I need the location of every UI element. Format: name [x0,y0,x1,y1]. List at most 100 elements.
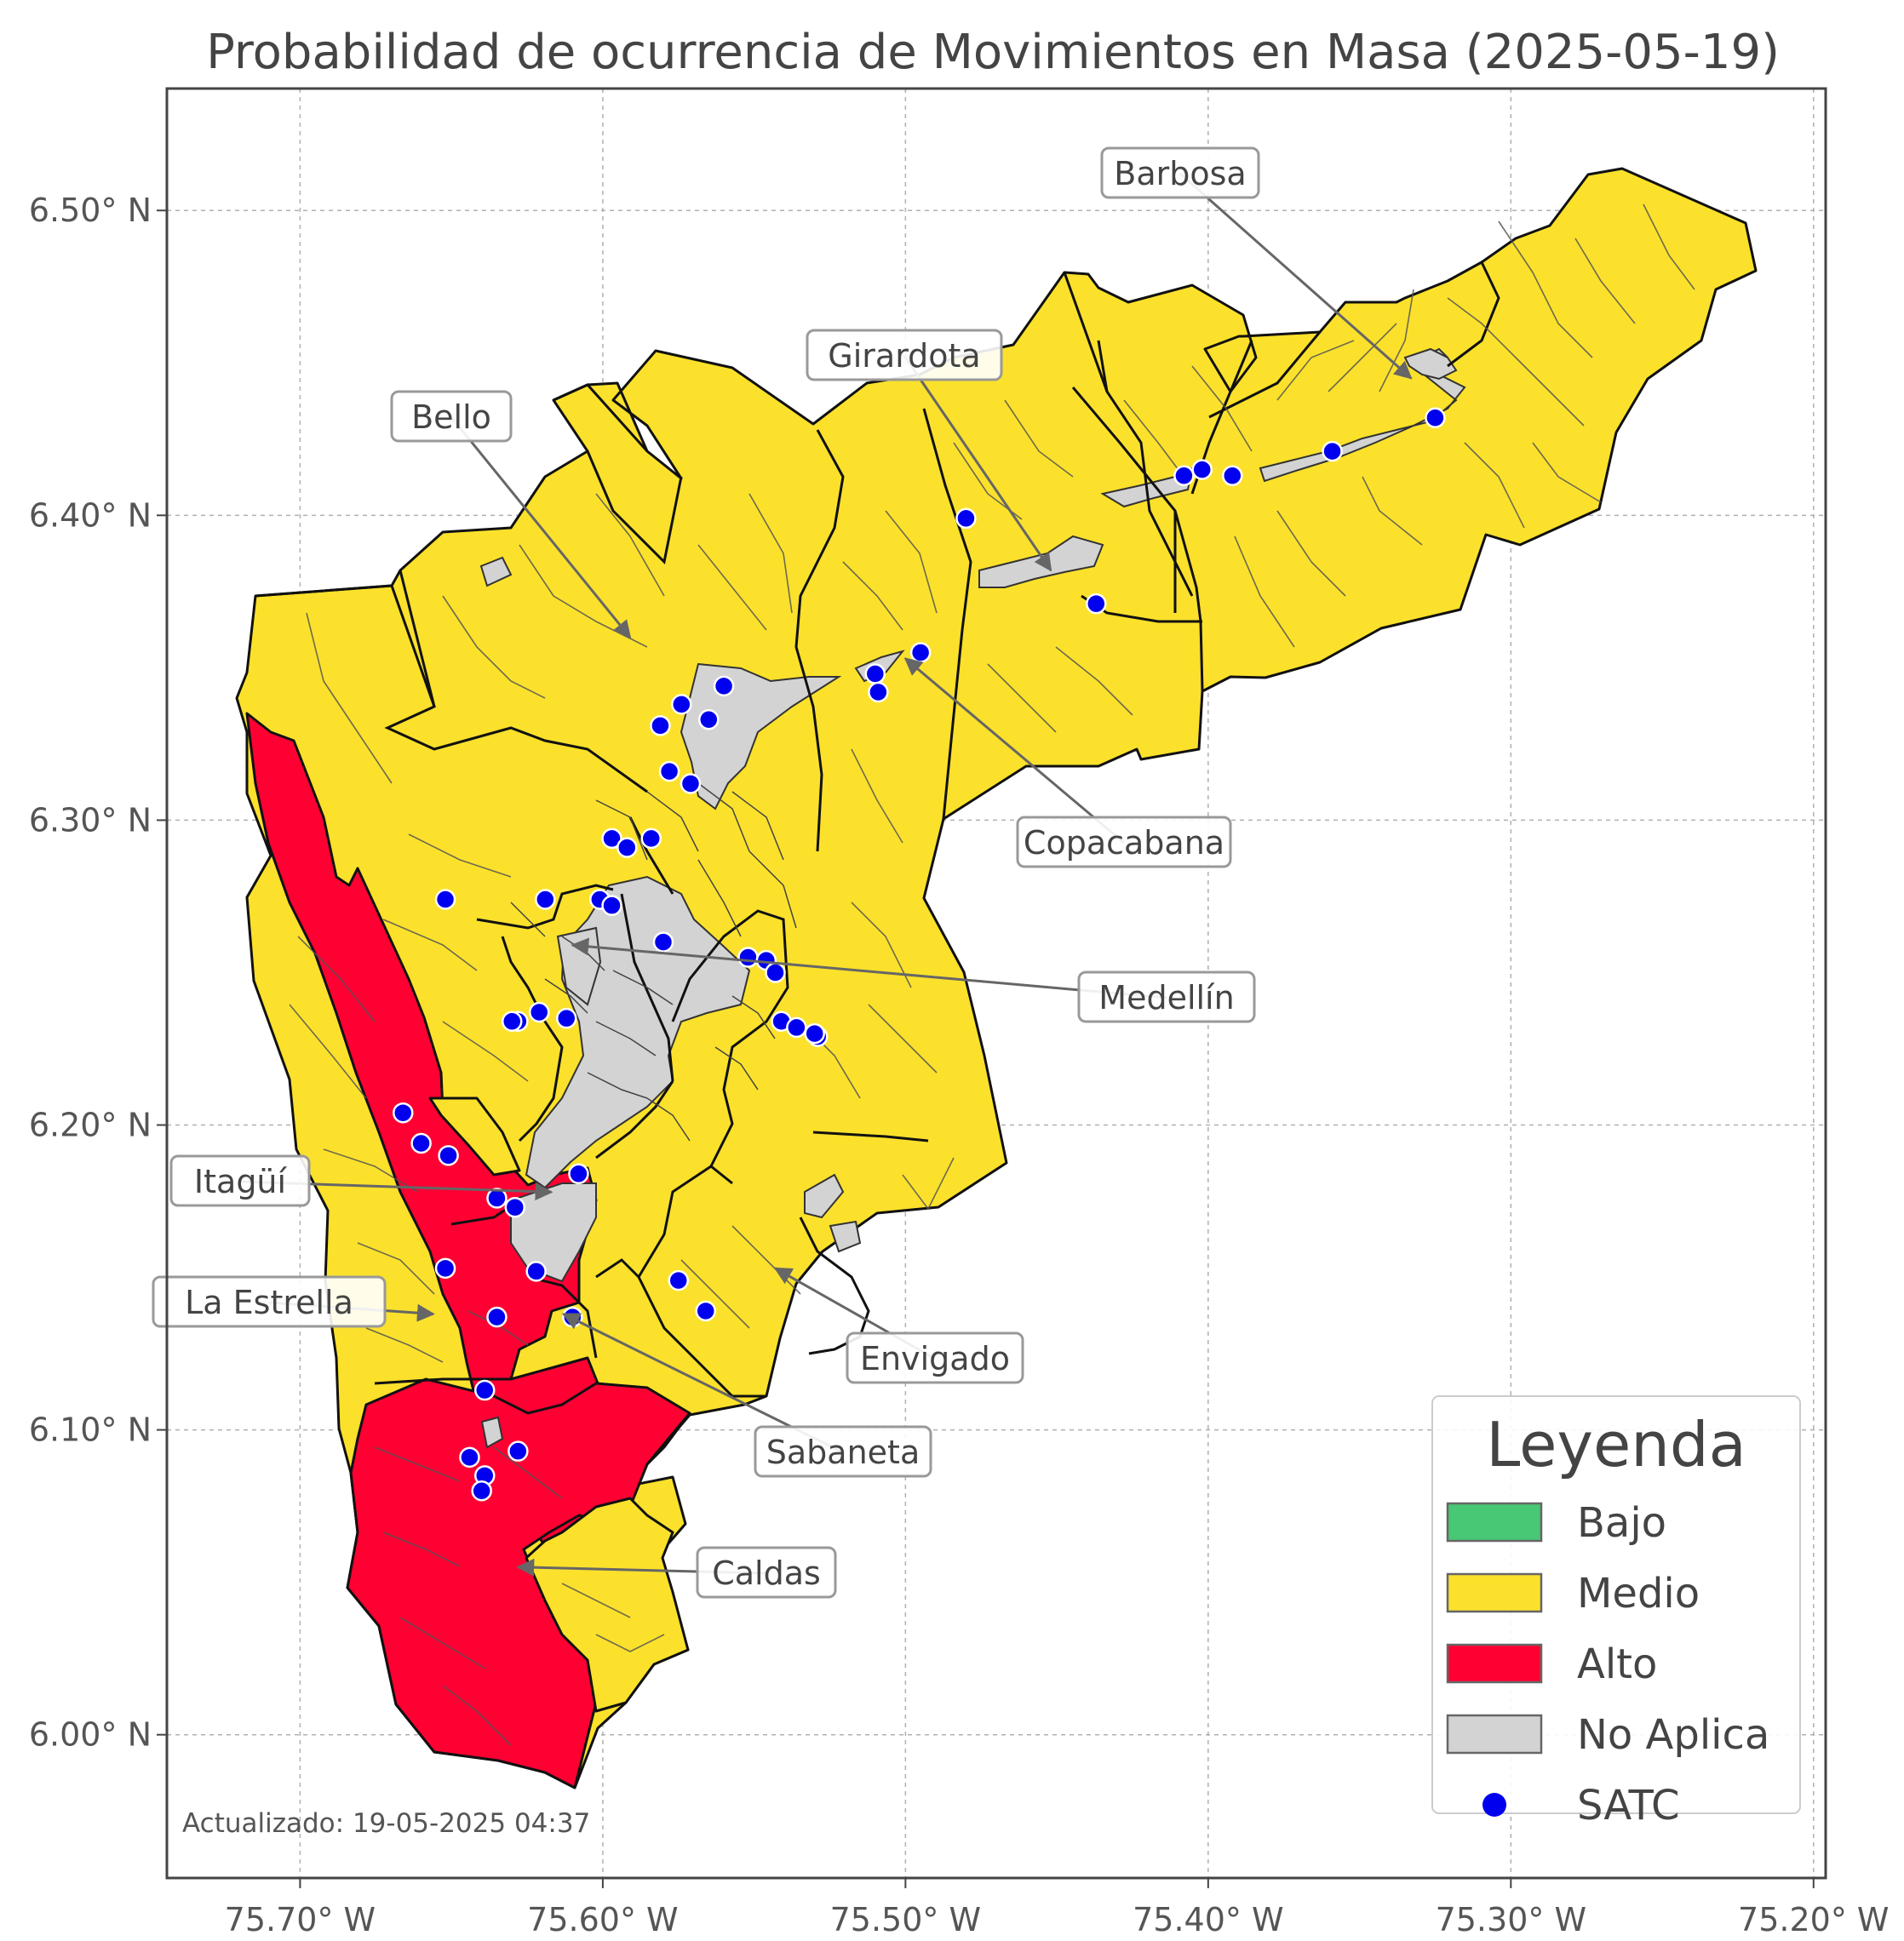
urban-envigado-pocket-2 [829,1220,862,1253]
satc-station-marker [668,1269,690,1291]
urban-envigado-pocket [804,1173,845,1219]
municipality-name: La Estrella [185,1284,353,1321]
legend-item: Alto [1446,1640,1657,1688]
satc-station-marker [459,1446,480,1469]
municipal-boundaries [255,261,1500,1398]
legend-title: Leyenda [1486,1409,1746,1480]
satc-station-marker [504,1196,526,1218]
y-tick-label: 6.30° N [29,801,152,839]
annotation-label: Itagüí [169,1154,311,1207]
municipality-name: Envigado [860,1340,1010,1377]
satc-station-marker [698,709,720,730]
urban-bello-small [479,556,513,587]
region-medio-west [428,1096,521,1177]
satc-stations [393,407,1446,1502]
x-tick-label: 75.20° W [1738,1901,1889,1938]
region-caldas-medio [525,1497,690,1713]
legend-label: No Aplica [1577,1711,1769,1759]
x-tick-label: 75.70° W [225,1901,376,1938]
annotation-label: Caldas [696,1546,837,1599]
updated-timestamp: Actualizado: 19-05-2025 04:37 [182,1808,590,1839]
municipality-name: Sabaneta [766,1434,920,1471]
y-tick-label: 6.50° N [29,192,152,229]
label-box [846,1331,1024,1384]
satc-station-marker [438,1145,459,1166]
satc-station-marker [528,1001,550,1023]
annotation-label: Envigado [846,1331,1024,1384]
y-tick-label: 6.40° N [29,496,152,534]
satc-station-marker [434,889,456,910]
legend-swatch [1446,1643,1543,1684]
satc-station-marker [765,962,786,983]
urban-south [510,1182,597,1283]
legend-items: Bajo Medio Alto No Aplica SATC [1446,1499,1769,1829]
x-tick-label: 75.40° W [1133,1901,1283,1938]
satc-station-marker [555,1007,577,1029]
legend-marker [1482,1793,1506,1817]
municipality-name: Medellín [1098,979,1234,1016]
annotation-arrow [903,657,1125,845]
label-box [169,1154,311,1207]
satc-station-marker [471,1480,492,1502]
legend-item: Bajo [1446,1499,1666,1547]
satc-station-marker [786,1016,807,1039]
municipality-annotations: Barbosa Girardota Bello Copacabana Medellín I… [152,146,1413,1599]
satc-station-marker [568,1163,589,1185]
satc-station-marker [562,1306,583,1328]
satc-station-marker [486,1188,508,1209]
municipality-name: Itagüí [194,1163,288,1200]
territory-layer [235,167,1758,1789]
satc-station-marker [804,1022,825,1045]
legend-swatch [1446,1502,1543,1543]
satc-station-marker [393,1102,414,1124]
satc-station-marker [486,1306,508,1328]
satc-station-marker [695,1300,716,1322]
satc-station-marker [501,1011,523,1033]
legend-item: SATC [1482,1782,1680,1829]
municipality-name: Girardota [828,337,980,375]
y-tick-label: 6.00° N [29,1716,152,1754]
satc-station-marker [864,663,886,684]
satc-station-marker [410,1132,432,1154]
legend-label: SATC [1577,1782,1680,1829]
legend-label: Alto [1577,1640,1657,1688]
satc-station-marker [1425,407,1446,428]
satc-station-marker [1191,459,1213,480]
satc-station-marker [601,827,622,850]
satc-station-marker [508,1440,529,1462]
municipality-name: Copacabana [1024,824,1224,862]
satc-station-marker [713,675,735,697]
legend-swatch [1446,1714,1543,1755]
satc-station-marker [671,694,692,715]
satc-station-marker [737,947,759,968]
annotation-arrow [1179,172,1413,380]
y-tick-label: 6.10° N [29,1411,152,1449]
legend: Leyenda Bajo Medio Alto No Aplica SATC [1431,1395,1801,1829]
label-box [1077,970,1256,1023]
satc-station-marker [525,1261,547,1282]
label-box [1016,816,1232,868]
municipality-name: Barbosa [1114,155,1246,192]
label-box [152,1275,387,1328]
label-box [696,1546,837,1599]
municipality-name: Caldas [712,1555,821,1592]
x-tick-label: 75.30° W [1436,1901,1586,1938]
satc-station-marker [1173,465,1195,487]
annotation-label: Medellín [1077,970,1256,1023]
x-tick-label: 75.50° W [830,1901,981,1938]
satc-station-marker [601,895,622,916]
legend-box [1431,1395,1801,1814]
satc-station-marker [1222,465,1243,487]
label-box [390,390,513,443]
map-title: Probabilidad de ocurrencia de Movimiento… [206,25,1780,80]
label-box [754,1425,932,1478]
annotation-label: Sabaneta [754,1425,932,1478]
x-tick-label: 75.60° W [527,1901,678,1938]
satc-station-marker [909,642,932,663]
satc-station-marker [640,827,662,850]
legend-label: Bajo [1577,1499,1666,1547]
satc-station-marker [1322,440,1343,462]
annotation-label: Girardota [806,329,1003,381]
satc-station-marker [868,681,889,703]
